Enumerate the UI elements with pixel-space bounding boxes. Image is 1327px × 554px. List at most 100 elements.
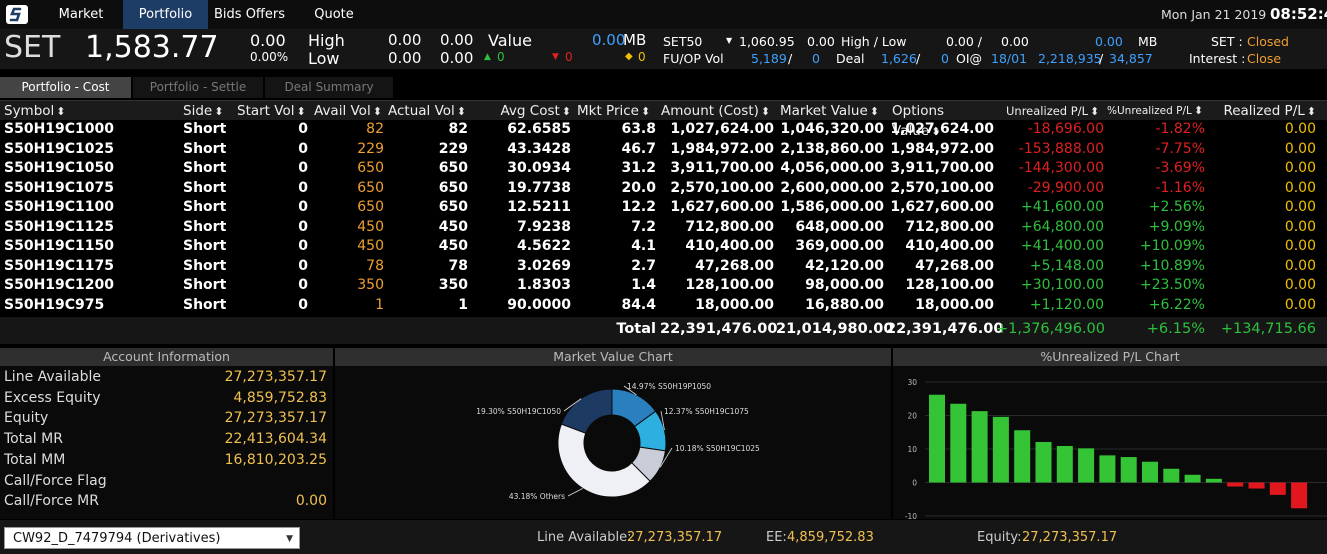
- nav-tab-portfolio[interactable]: Portfolio: [123, 0, 208, 29]
- column-header-unrealized-p-l[interactable]: Unrealized P/L ⬍: [1006, 101, 1102, 121]
- cell-actual: 450: [438, 218, 468, 235]
- column-header-options-value[interactable]: Options Value ⬍: [892, 101, 992, 139]
- column-header-label: Side: [183, 103, 213, 119]
- nav-tab-bids-offers[interactable]: Bids Offers: [214, 7, 285, 22]
- column-header-actual-vol[interactable]: Actual Vol ⬍: [388, 101, 467, 121]
- total-amount-cost: 22,391,476.00: [660, 321, 778, 337]
- set50-low: 0.00: [1001, 34, 1029, 49]
- cell-avg: 19.7738: [507, 179, 571, 196]
- sort-icon[interactable]: ⬍: [869, 105, 879, 118]
- table-row[interactable]: S50H19C1000 Short 0 82 82 62.6585 63.8 1,027,62…: [0, 120, 1327, 140]
- index-name: SET: [4, 30, 61, 65]
- set50-label: SET50: [663, 34, 703, 49]
- column-header-market-value[interactable]: Market Value ⬍: [780, 101, 883, 121]
- cell-mkt: 63.8: [621, 121, 656, 137]
- cell-options: 18,000.00: [915, 296, 994, 313]
- pl-bar[interactable]: [971, 411, 988, 483]
- sort-icon[interactable]: ⬍: [931, 125, 941, 138]
- nav-tab-quote[interactable]: Quote: [314, 7, 354, 22]
- pl-bar[interactable]: [992, 416, 1009, 483]
- account-label: Excess Equity: [4, 389, 101, 406]
- total-realized-pl: +134,715.66: [1220, 321, 1316, 337]
- column-header-avg-cost[interactable]: Avg Cost ⬍: [472, 101, 571, 121]
- pie-leader-line: [623, 385, 637, 396]
- nav-tab-market[interactable]: Market: [58, 7, 104, 22]
- column-header-realized-p-l[interactable]: Realized P/L ⬍: [1222, 101, 1316, 121]
- pl-bar[interactable]: [929, 394, 945, 483]
- sort-icon[interactable]: ⬍: [56, 105, 66, 118]
- sort-icon[interactable]: ⬍: [1089, 105, 1100, 118]
- oi-separator: /: [1099, 51, 1104, 66]
- pl-bar[interactable]: [1227, 482, 1244, 487]
- account-selector[interactable]: CW92_D_7479794 (Derivatives) ▼: [4, 527, 300, 549]
- table-row[interactable]: S50H19C1050 Short 0 650 650 30.0934 31.2 3,911,…: [0, 159, 1327, 179]
- pl-bar[interactable]: [1142, 461, 1158, 483]
- pl-bar[interactable]: [1184, 474, 1201, 483]
- sort-icon[interactable]: ⬍: [296, 105, 306, 118]
- value-label: Value: [488, 31, 532, 50]
- column-header-label: Amount (Cost): [661, 103, 759, 119]
- sort-icon[interactable]: ⬍: [561, 105, 571, 118]
- cell-avg: 1.8303: [516, 277, 571, 293]
- table-row[interactable]: S50H19C1075 Short 0 650 650 19.7738 20.0 2,570,…: [0, 179, 1327, 199]
- oi-label: OI@: [956, 51, 983, 66]
- sort-icon[interactable]: ⬍: [1193, 104, 1204, 117]
- pl-bar[interactable]: [1035, 441, 1052, 483]
- pl-bar[interactable]: [1163, 468, 1180, 483]
- fuop-label: FU/OP Vol: [663, 51, 724, 66]
- pl-bar[interactable]: [1078, 448, 1095, 483]
- column-header-avail-vol[interactable]: Avail Vol ⬍: [314, 101, 383, 121]
- column-header-mkt-price[interactable]: Mkt Price ⬍: [577, 101, 656, 121]
- sort-icon[interactable]: ⬍: [760, 105, 771, 118]
- cell-avg: 4.5622: [516, 238, 571, 254]
- column-header-unrealized-p-l[interactable]: %Unrealized P/L ⬍: [1107, 101, 1204, 121]
- sort-icon[interactable]: ⬍: [214, 105, 224, 118]
- tab-deal-summary[interactable]: Deal Summary: [265, 77, 393, 98]
- cell-rpl: 0.00: [1284, 160, 1316, 176]
- footer-line-available-label: Line Available:: [537, 530, 632, 545]
- table-row[interactable]: S50H19C1200 Short 0 350 350 1.8303 1.4 128,100.…: [0, 276, 1327, 296]
- cell-amount: 712,800.00: [685, 218, 774, 235]
- pl-bar[interactable]: [1099, 455, 1116, 483]
- pl-bar[interactable]: [1291, 482, 1308, 509]
- pl-bar[interactable]: [1248, 482, 1265, 489]
- pie-slice-others[interactable]: [557, 423, 651, 498]
- sort-icon[interactable]: ⬍: [456, 105, 467, 118]
- tab-portfolio-cost[interactable]: Portfolio - Cost: [0, 77, 131, 98]
- sort-icon[interactable]: ⬍: [372, 105, 382, 118]
- pl-bar[interactable]: [1120, 457, 1137, 483]
- cell-rpl: 0.00: [1284, 238, 1316, 254]
- column-header-symbol[interactable]: Symbol ⬍: [4, 101, 179, 121]
- high-low-label: High / Low: [841, 34, 907, 49]
- sort-icon[interactable]: ⬍: [1306, 105, 1316, 118]
- cell-actual: 650: [438, 179, 468, 196]
- pl-bar[interactable]: [1269, 482, 1286, 495]
- sort-icon[interactable]: ⬍: [640, 105, 651, 118]
- cell-amount: 47,268.00: [695, 257, 774, 274]
- column-header-start-vol[interactable]: Start Vol ⬍: [237, 101, 308, 121]
- total-label: Total: [616, 321, 656, 337]
- cell-rpl: 0.00: [1284, 218, 1316, 235]
- table-row[interactable]: S50H19C1125 Short 0 450 450 7.9238 7.2 712,800.…: [0, 218, 1327, 238]
- cell-upl: +41,400.00: [1021, 238, 1104, 254]
- cell-rpl: 0.00: [1284, 199, 1316, 215]
- table-row[interactable]: S50H19C1175 Short 0 78 78 3.0269 2.7 47,268.00 4…: [0, 257, 1327, 277]
- pl-bar[interactable]: [1056, 445, 1073, 483]
- cell-actual: 650: [438, 199, 468, 215]
- tab-portfolio-settle[interactable]: Portfolio - Settle: [133, 77, 263, 98]
- interest-status-label: Interest :: [1189, 51, 1246, 66]
- cell-uplpct: -1.82%: [1155, 121, 1205, 137]
- pl-bar[interactable]: [950, 403, 967, 483]
- column-header-side[interactable]: Side ⬍: [183, 101, 235, 121]
- table-row[interactable]: S50H19C975 Short 0 1 1 90.0000 84.4 18,000.00 16…: [0, 296, 1327, 316]
- table-row[interactable]: S50H19C1025 Short 0 229 229 43.3428 46.7 1,984,…: [0, 140, 1327, 160]
- column-header-amount-cost[interactable]: Amount (Cost) ⬍: [661, 101, 775, 121]
- cell-symbol: S50H19C1125: [4, 218, 115, 235]
- pie-slice-s50h19c1050[interactable]: [560, 388, 613, 434]
- pl-bar[interactable]: [1014, 430, 1031, 483]
- table-row[interactable]: S50H19C1100 Short 0 650 650 12.5211 12.2 1,627,…: [0, 198, 1327, 218]
- cell-upl: +1,120.00: [1029, 296, 1104, 313]
- cell-market: 648,000.00: [795, 218, 884, 235]
- pl-bar[interactable]: [1205, 478, 1222, 483]
- table-row[interactable]: S50H19C1150 Short 0 450 450 4.5622 4.1 410,400.…: [0, 237, 1327, 257]
